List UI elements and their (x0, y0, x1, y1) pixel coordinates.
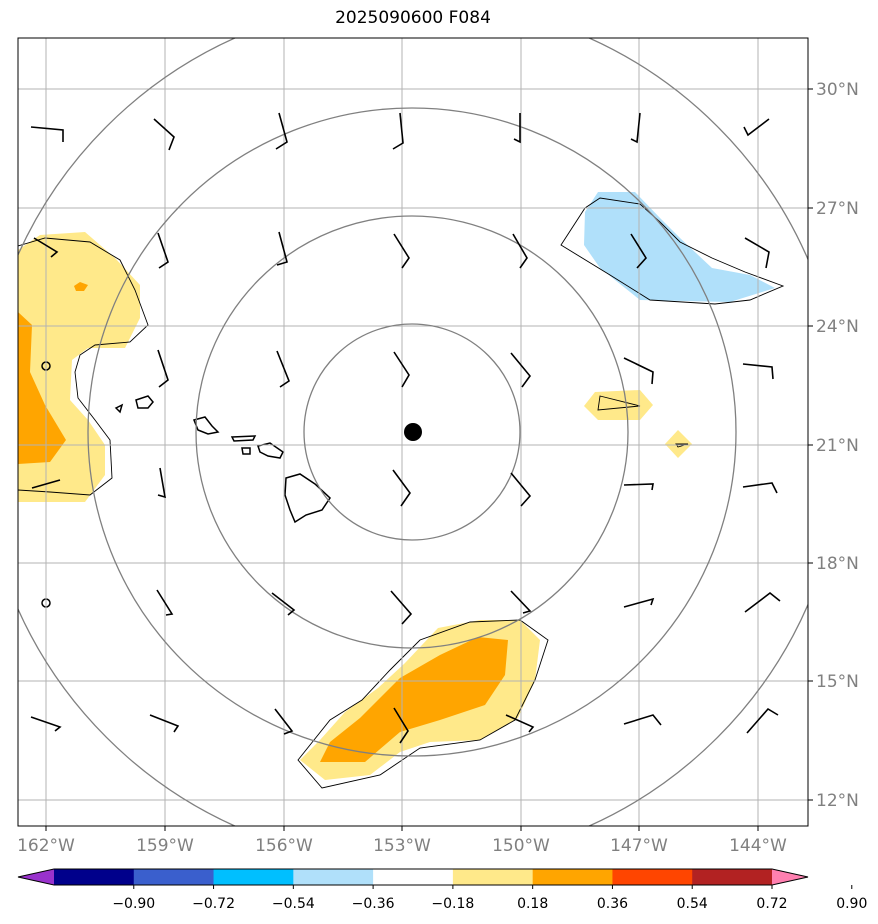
map-panel[interactable]: 30°N 27°N 24°N 21°N 18°N 15°N 12°N 162°W… (0, 0, 878, 860)
positive-anomaly-south-dark (320, 637, 508, 762)
wind-barbs (30, 112, 781, 744)
island-big-island (284, 473, 331, 524)
lat-label: 21°N (816, 436, 859, 456)
colorbar-block (54, 869, 135, 885)
lon-label: 162°W (17, 836, 75, 856)
axis-ticks (45, 88, 813, 831)
colorbar-tick-label: 0.72 (756, 896, 787, 912)
positive-anomaly-west-dot (74, 282, 88, 291)
storm-center-dot-icon (404, 423, 422, 441)
range-rings (18, 38, 808, 826)
hawaiian-islands (114, 395, 331, 524)
colorbar-block (612, 869, 693, 885)
colorbar-tick-label: −0.72 (192, 896, 235, 912)
colorbar-extend-low (18, 869, 54, 885)
island-niihau (114, 403, 124, 414)
colorbar-block (373, 869, 454, 885)
lon-label: 159°W (136, 836, 194, 856)
lat-lon-grid (18, 38, 808, 826)
lat-label: 18°N (816, 554, 859, 574)
positive-anomaly-east-1 (584, 390, 653, 420)
lat-label: 30°N (816, 80, 859, 100)
colorbar-block (692, 869, 773, 885)
island-oahu (192, 416, 220, 435)
negative-anomaly-northeast (584, 192, 775, 302)
colorbar-tick-label: 0.90 (836, 896, 867, 912)
colorbar-extend-high (772, 869, 808, 885)
colorbar-tick-labels: −0.90 −0.72 −0.54 −0.36 −0.18 0.18 0.36 0.54 0.7… (112, 896, 867, 912)
colorbar-tick-label: −0.18 (431, 896, 474, 912)
colorbar-tick-label: −0.90 (112, 896, 155, 912)
lat-label: 15°N (816, 672, 859, 692)
colorbar-block (213, 869, 294, 885)
island-molokai (230, 435, 257, 442)
colorbar-outline (17, 868, 809, 886)
lat-label: 27°N (816, 199, 859, 219)
colorbar-block (452, 869, 534, 885)
colorbar-block (293, 869, 374, 885)
colorbar-tick-label: 0.36 (597, 896, 628, 912)
positive-anomaly-west-dark (18, 312, 66, 464)
colorbar-block (133, 869, 215, 885)
colorbar-blocks (17, 868, 853, 889)
map-frame (17, 37, 809, 827)
colorbar-tick-label: −0.54 (272, 896, 315, 912)
colorbar: −0.90 −0.72 −0.54 −0.36 −0.18 0.18 0.36 0.54 0.7… (17, 868, 867, 912)
lat-label: 24°N (816, 317, 859, 337)
lon-label: 153°W (373, 836, 431, 856)
colorbar-block (532, 869, 613, 885)
colorbar-tick-label: 0.54 (677, 896, 708, 912)
map-title: 2025090600 F084 (335, 8, 491, 28)
lon-label: 150°W (492, 836, 550, 856)
lon-label: 144°W (729, 836, 787, 856)
colorbar-tick-label: 0.18 (517, 896, 548, 912)
island-lanai (241, 447, 251, 455)
latitude-labels: 30°N 27°N 24°N 21°N 18°N 15°N 12°N (816, 80, 859, 811)
island-maui (257, 442, 284, 459)
lon-label: 156°W (255, 836, 313, 856)
island-kauai (135, 395, 154, 409)
colorbar-tick-label: −0.36 (352, 896, 395, 912)
lon-label: 147°W (610, 836, 668, 856)
lat-label: 12°N (816, 791, 859, 811)
longitude-labels: 162°W 159°W 156°W 153°W 150°W 147°W 144°… (17, 836, 787, 856)
